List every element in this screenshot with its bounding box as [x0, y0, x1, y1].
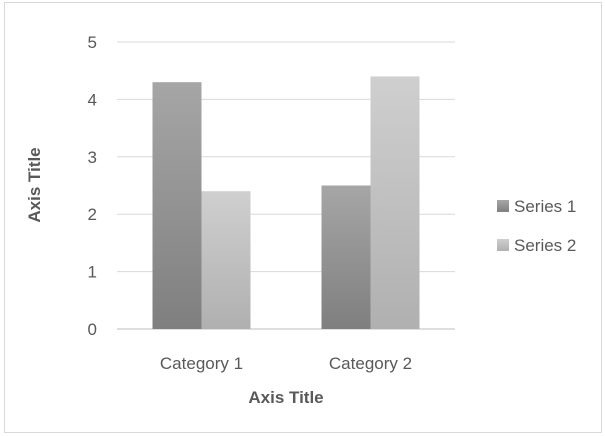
- bars: [152, 76, 420, 330]
- bar-series-1-cat-1: [152, 82, 202, 330]
- y-tick-labels: 0 1 2 3 4 5: [88, 33, 97, 339]
- y-tick-label: 5: [88, 33, 97, 52]
- y-tick-label: 4: [88, 90, 97, 109]
- x-tick-label: Category 2: [329, 354, 412, 373]
- x-tick-labels: Category 1 Category 2: [160, 354, 412, 373]
- x-axis-title: Axis Title: [248, 388, 323, 407]
- legend-label: Series 2: [514, 236, 576, 255]
- x-tick-label: Category 1: [160, 354, 243, 373]
- y-tick-label: 3: [88, 148, 97, 167]
- chart-frame: [4, 2, 602, 433]
- y-axis-title: Axis Title: [25, 147, 44, 222]
- legend-label: Series 1: [514, 197, 576, 216]
- legend-swatch: [497, 200, 509, 212]
- bar-series-1-cat-2: [321, 185, 371, 329]
- bar-series-2-cat-2: [370, 76, 420, 329]
- legend-swatch: [497, 239, 509, 251]
- y-tick-label: 1: [88, 263, 97, 282]
- y-tick-label: 2: [88, 205, 97, 224]
- legend: Series 1 Series 2: [497, 197, 576, 255]
- y-tick-label: 0: [88, 320, 97, 339]
- bar-series-2-cat-1: [201, 191, 251, 329]
